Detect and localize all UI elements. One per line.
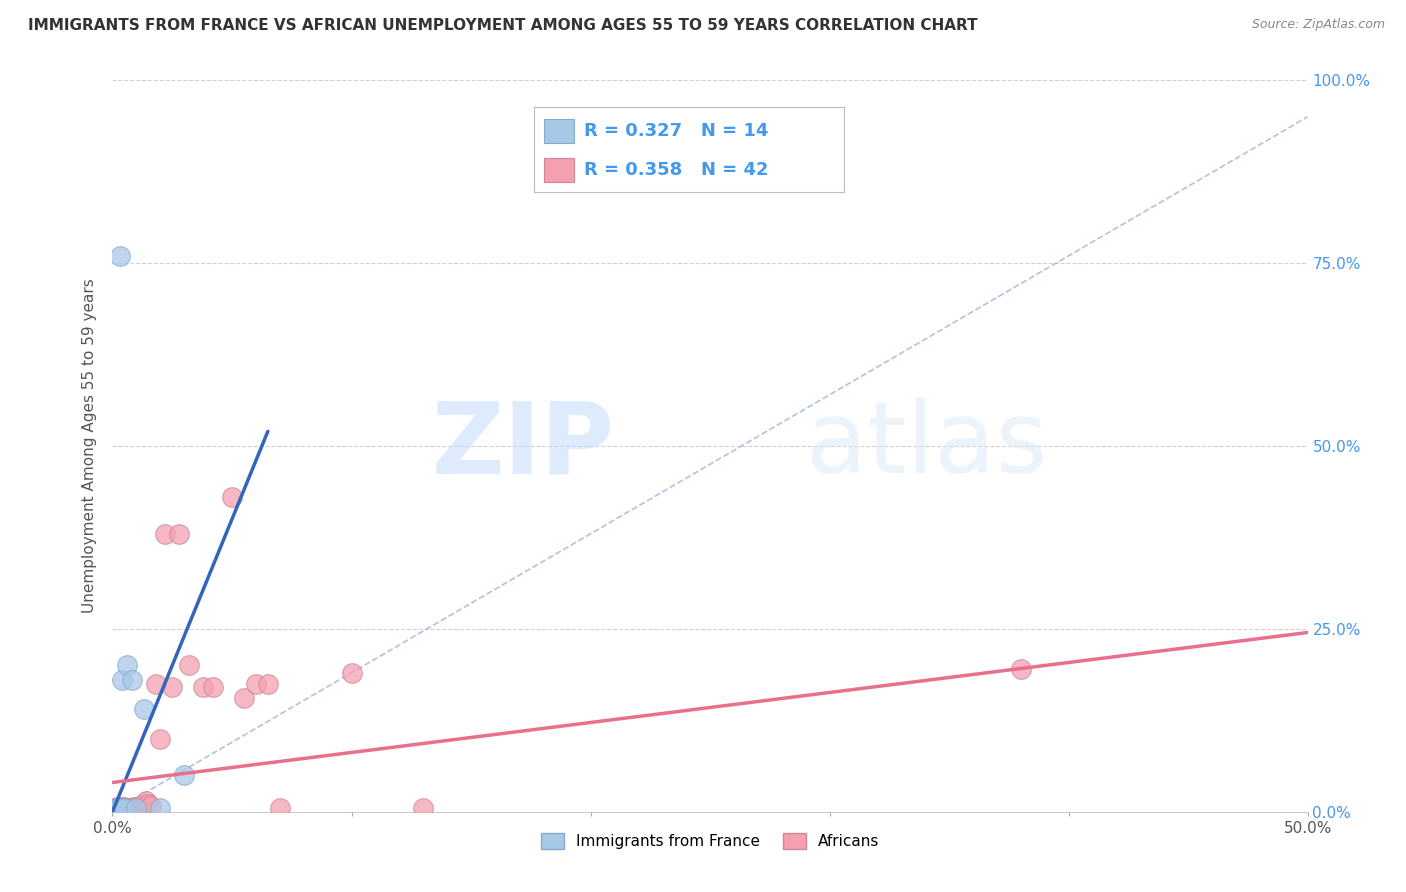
Point (169, 526, 191, 541)
Point (105, 801, 128, 815)
Point (173, 768, 195, 782)
Point (108, 801, 131, 815)
Point (115, 658, 138, 673)
Text: atlas: atlas (806, 398, 1047, 494)
Point (121, 801, 143, 815)
Text: R = 0.327   N = 14: R = 0.327 N = 14 (583, 122, 768, 140)
Point (132, 797, 155, 812)
Point (115, 801, 138, 815)
Text: Source: ZipAtlas.com: Source: ZipAtlas.com (1251, 18, 1385, 31)
Point (108, 249, 131, 263)
Point (233, 691, 256, 706)
Point (111, 673, 134, 687)
Point (149, 731, 172, 746)
Point (114, 800, 135, 814)
Point (193, 681, 215, 695)
Point (105, 803, 128, 817)
Point (162, 681, 183, 695)
Point (125, 799, 148, 814)
Point (125, 801, 148, 815)
Point (129, 801, 152, 815)
Point (114, 801, 135, 815)
Point (139, 798, 162, 813)
Point (122, 800, 145, 814)
Point (138, 797, 160, 812)
Point (1010, 662, 1032, 676)
Point (201, 681, 224, 695)
Point (149, 801, 172, 815)
Point (135, 794, 157, 808)
Point (108, 800, 131, 814)
Point (412, 801, 434, 815)
Point (111, 800, 134, 814)
Text: IMMIGRANTS FROM FRANCE VS AFRICAN UNEMPLOYMENT AMONG AGES 55 TO 59 YEARS CORRELA: IMMIGRANTS FROM FRANCE VS AFRICAN UNEMPL… (28, 18, 977, 33)
Point (145, 676, 167, 690)
Point (104, 801, 127, 815)
Y-axis label: Unemployment Among Ages 55 to 59 years: Unemployment Among Ages 55 to 59 years (82, 278, 97, 614)
Legend: Immigrants from France, Africans: Immigrants from France, Africans (534, 827, 886, 855)
Point (108, 802, 131, 816)
Point (111, 803, 134, 817)
Text: ZIP: ZIP (432, 398, 614, 494)
Point (177, 658, 200, 673)
Text: R = 0.358   N = 42: R = 0.358 N = 42 (583, 161, 768, 178)
Point (118, 802, 141, 816)
Point (153, 526, 176, 541)
Point (132, 702, 155, 716)
Point (114, 802, 135, 816)
Point (221, 490, 243, 504)
Point (257, 676, 280, 690)
Point (105, 801, 128, 815)
Point (269, 801, 291, 815)
Point (108, 801, 131, 815)
Point (121, 673, 143, 687)
Point (125, 801, 148, 815)
Point (111, 802, 134, 816)
Point (105, 800, 128, 814)
Point (114, 801, 135, 815)
FancyBboxPatch shape (544, 158, 575, 182)
Point (128, 800, 150, 814)
Point (104, 802, 127, 816)
FancyBboxPatch shape (544, 119, 575, 143)
Point (245, 676, 267, 690)
Point (340, 665, 363, 680)
Point (104, 802, 127, 816)
Point (118, 801, 141, 815)
Point (105, 803, 128, 817)
